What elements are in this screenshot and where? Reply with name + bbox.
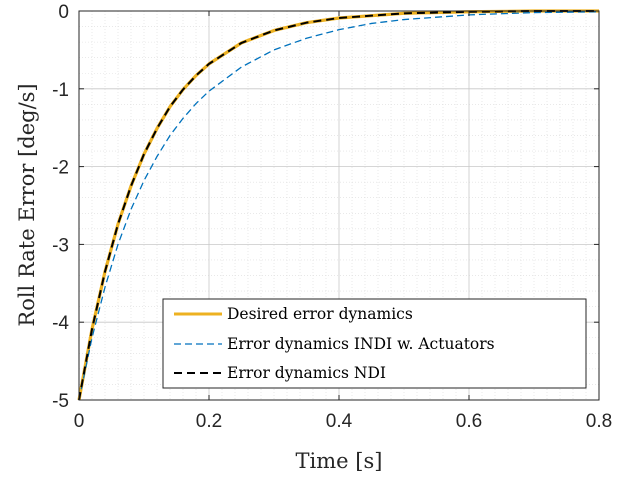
legend-label-indi: Error dynamics INDI w. Actuators <box>227 335 495 353</box>
legend-label-desired: Desired error dynamics <box>227 305 413 323</box>
y-tick-label: 0 <box>58 2 69 23</box>
y-tick-label: -4 <box>52 313 69 334</box>
y-axis-label: Roll Rate Error [deg/s] <box>15 83 39 326</box>
legend: Desired error dynamics Error dynamics IN… <box>162 298 587 389</box>
x-tick-label: 0.8 <box>586 411 612 432</box>
y-tick-label: -5 <box>52 391 69 412</box>
series-layer <box>77 9 600 401</box>
y-tick-label: -3 <box>52 235 69 256</box>
x-axis-label: Time [s] <box>296 449 383 473</box>
series-line-indi <box>78 11 600 401</box>
legend-box <box>162 298 587 389</box>
legend-label-ndi: Error dynamics NDI <box>227 364 386 382</box>
y-tick-label: -1 <box>52 80 69 101</box>
axis-ticks <box>78 10 600 401</box>
y-tick-label: -2 <box>52 158 69 179</box>
series-line-ndi <box>78 10 599 401</box>
tick-labels: 0 0.2 0.4 0.6 0.8 0 -1 -2 -3 -4 -5 <box>52 2 612 432</box>
x-tick-label: 0.2 <box>196 411 222 432</box>
x-tick-label: 0.6 <box>456 411 482 432</box>
x-tick-label: 0.4 <box>326 411 353 432</box>
x-tick-label: 0 <box>74 411 85 432</box>
